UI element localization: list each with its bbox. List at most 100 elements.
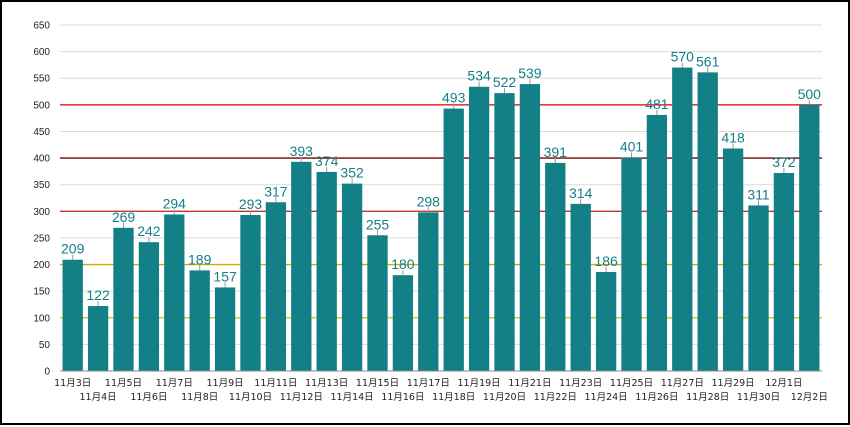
x-tick-label: 11月30日 <box>737 392 780 403</box>
x-tick-label: 11月21日 <box>508 378 551 389</box>
bar <box>570 203 591 371</box>
x-tick-label: 11月23日 <box>559 378 602 389</box>
y-tick-label: 0 <box>44 367 50 378</box>
bar <box>316 171 337 371</box>
bars <box>62 62 820 372</box>
y-tick-label: 400 <box>33 154 50 165</box>
bar <box>392 275 414 371</box>
y-tick-label: 200 <box>33 260 50 271</box>
data-label: 293 <box>239 196 263 212</box>
data-label: 372 <box>772 154 796 170</box>
data-label: 317 <box>264 183 288 199</box>
data-label: 189 <box>188 251 212 267</box>
bar <box>697 72 718 372</box>
x-tick-label: 11月10日 <box>229 392 272 403</box>
x-tick-label: 11月28日 <box>686 392 729 403</box>
x-tick-label: 11月27日 <box>661 378 704 389</box>
data-label: 157 <box>213 268 237 284</box>
x-tick-label: 11月22日 <box>534 392 577 403</box>
bar <box>62 259 83 371</box>
bar <box>519 84 541 371</box>
x-tick-label: 11月19日 <box>458 378 501 389</box>
bar <box>443 108 464 371</box>
bar <box>214 287 236 371</box>
x-tick-label: 11月16日 <box>381 392 424 403</box>
x-tick-label: 11月8日 <box>181 392 218 403</box>
y-tick-label: 50 <box>39 340 51 351</box>
bar <box>799 104 820 371</box>
bar <box>341 183 363 371</box>
x-tick-label: 11月7日 <box>156 378 193 389</box>
x-tick-label: 12月1日 <box>765 378 802 389</box>
y-tick-label: 650 <box>33 21 50 32</box>
bar <box>494 93 515 372</box>
bar <box>418 212 439 371</box>
x-tick-label: 11月5日 <box>105 378 142 389</box>
bar <box>240 215 261 371</box>
data-label: 534 <box>467 68 491 84</box>
bar <box>545 162 566 371</box>
x-tick-label: 11月14日 <box>331 392 374 403</box>
bar <box>672 67 693 371</box>
data-label: 314 <box>569 185 593 201</box>
bar <box>189 270 210 371</box>
data-label: 493 <box>442 90 466 106</box>
data-label: 539 <box>518 65 542 81</box>
y-tick-label: 150 <box>33 287 50 298</box>
x-tick-label: 11月6日 <box>130 392 167 403</box>
y-tick-label: 350 <box>33 180 50 191</box>
data-label: 481 <box>645 96 669 112</box>
y-axis: 0 50 100 150 200 250 300 350 400 450 500 550 600 650 <box>33 21 50 378</box>
bar <box>468 86 490 372</box>
bar <box>748 205 769 371</box>
bar <box>138 242 160 371</box>
bar <box>621 157 642 371</box>
x-tick-label: 11月12日 <box>280 392 323 403</box>
data-label: 393 <box>290 143 314 159</box>
data-label: 209 <box>61 241 85 257</box>
data-label: 352 <box>340 165 364 181</box>
data-label: 500 <box>798 86 822 102</box>
y-tick-label: 300 <box>33 207 50 218</box>
bar <box>595 271 617 371</box>
data-label: 186 <box>594 253 618 269</box>
data-label: 401 <box>620 139 644 155</box>
bar <box>367 235 388 371</box>
x-tick-label: 11月29日 <box>712 378 755 389</box>
x-tick-label: 11月11日 <box>254 378 297 389</box>
y-tick-label: 450 <box>33 127 50 138</box>
data-label: 122 <box>86 287 110 303</box>
bar <box>291 161 312 371</box>
data-label: 298 <box>417 193 441 209</box>
bar <box>87 306 109 371</box>
data-label: 242 <box>137 223 161 239</box>
x-tick-label: 11月25日 <box>610 378 653 389</box>
y-tick-label: 250 <box>33 233 50 244</box>
data-label: 311 <box>747 186 770 202</box>
data-label: 374 <box>315 153 339 169</box>
x-tick-label: 12月2日 <box>791 392 828 403</box>
data-label: 522 <box>493 74 517 90</box>
x-tick-label: 11月13日 <box>305 378 348 389</box>
bar <box>265 202 287 371</box>
x-tick-label: 11月20日 <box>483 392 526 403</box>
x-tick-label: 11月18日 <box>432 392 475 403</box>
x-tick-label: 11月4日 <box>80 392 117 403</box>
data-label: 294 <box>163 196 187 212</box>
data-label: 418 <box>721 129 745 145</box>
reference-lines <box>60 104 822 319</box>
y-tick-label: 100 <box>33 313 50 324</box>
bar <box>773 172 795 371</box>
y-tick-label: 550 <box>33 74 50 85</box>
bar <box>646 114 668 372</box>
data-label: 391 <box>544 144 568 160</box>
data-label: 269 <box>112 209 136 225</box>
bar <box>113 227 134 371</box>
y-tick-label: 600 <box>33 47 50 58</box>
data-label: 255 <box>366 216 390 232</box>
data-label: 561 <box>696 53 720 69</box>
x-tick-label: 11月26日 <box>635 392 678 403</box>
